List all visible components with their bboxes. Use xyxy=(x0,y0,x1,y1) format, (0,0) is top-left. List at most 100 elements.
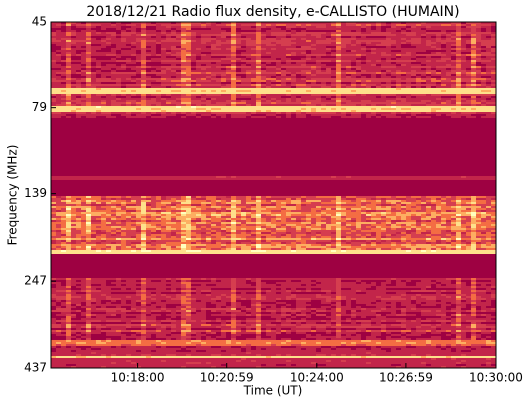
heatmap-cell xyxy=(296,62,301,64)
heatmap-cell xyxy=(61,96,66,98)
heatmap-cell xyxy=(456,116,461,118)
heatmap-cell xyxy=(316,46,321,48)
heatmap-cell xyxy=(301,30,306,32)
heatmap-cell xyxy=(136,46,141,48)
heatmap-cell xyxy=(261,92,266,94)
heatmap-cell xyxy=(321,110,326,112)
heatmap-cell xyxy=(281,110,286,112)
heatmap-cell xyxy=(416,82,421,84)
heatmap-cell xyxy=(136,34,141,36)
heatmap-cell xyxy=(201,28,206,30)
heatmap-cell xyxy=(296,96,301,98)
heatmap-cell xyxy=(331,122,336,124)
heatmap-cell xyxy=(76,30,81,32)
heatmap-cell xyxy=(316,28,321,30)
heatmap-cell xyxy=(326,118,331,120)
heatmap-cell xyxy=(361,48,366,50)
heatmap-cell xyxy=(241,132,246,134)
heatmap-cell xyxy=(111,110,116,112)
heatmap-cell xyxy=(296,124,301,126)
heatmap-cell xyxy=(316,70,321,72)
heatmap-cell xyxy=(366,132,371,134)
heatmap-cell xyxy=(161,42,166,44)
heatmap-cell xyxy=(276,126,281,128)
heatmap-cell xyxy=(201,130,206,132)
heatmap-cell xyxy=(131,70,136,72)
heatmap-cell xyxy=(391,112,396,114)
heatmap-cell xyxy=(106,56,111,58)
heatmap-cell xyxy=(316,94,321,96)
heatmap-cell xyxy=(336,28,341,30)
heatmap-cell xyxy=(136,84,141,86)
heatmap-cell xyxy=(436,130,441,132)
heatmap-cell xyxy=(451,132,456,134)
heatmap-cell xyxy=(406,100,411,102)
heatmap-cell xyxy=(51,126,56,128)
heatmap-cell xyxy=(441,38,446,40)
heatmap-cell xyxy=(336,70,341,72)
heatmap-cell xyxy=(306,80,311,82)
heatmap-cell xyxy=(176,96,181,98)
heatmap-cell xyxy=(51,108,56,110)
heatmap-cell xyxy=(301,98,306,100)
heatmap-cell xyxy=(201,98,206,100)
heatmap-cell xyxy=(221,108,226,110)
heatmap-cell xyxy=(271,76,276,78)
heatmap-cell xyxy=(146,22,151,24)
heatmap-cell xyxy=(411,54,416,56)
heatmap-cell xyxy=(151,56,156,58)
heatmap-cell xyxy=(491,62,496,64)
heatmap-cell xyxy=(436,106,441,108)
heatmap-cell xyxy=(186,56,191,58)
heatmap-cell xyxy=(261,28,266,30)
heatmap-cell xyxy=(386,56,391,58)
heatmap-cell xyxy=(366,112,371,114)
heatmap-cell xyxy=(51,92,56,94)
heatmap-cell xyxy=(81,108,86,110)
heatmap-cell xyxy=(201,116,206,118)
heatmap-cell xyxy=(116,106,121,108)
heatmap-cell xyxy=(261,94,266,96)
heatmap-cell xyxy=(281,66,286,68)
heatmap-cell xyxy=(306,110,311,112)
heatmap-cell xyxy=(226,52,231,54)
heatmap-cell xyxy=(256,26,261,28)
heatmap-cell xyxy=(311,26,316,28)
heatmap-cell xyxy=(301,54,306,56)
heatmap-cell xyxy=(156,112,161,114)
heatmap-cell xyxy=(376,86,381,88)
heatmap-cell xyxy=(141,68,146,70)
heatmap-cell xyxy=(351,128,356,130)
heatmap-cell xyxy=(391,94,396,96)
heatmap-cell xyxy=(76,108,81,110)
heatmap-cell xyxy=(191,26,196,28)
heatmap-cell xyxy=(266,128,271,130)
heatmap-cell xyxy=(256,98,261,100)
heatmap-cell xyxy=(176,90,181,92)
heatmap-cell xyxy=(366,44,371,46)
heatmap-cell xyxy=(426,68,431,70)
heatmap-cell xyxy=(341,112,346,114)
heatmap-cell xyxy=(416,132,421,134)
heatmap-cell xyxy=(296,26,301,28)
heatmap-cell xyxy=(416,50,421,52)
heatmap-cell xyxy=(156,120,161,122)
heatmap-cell xyxy=(256,102,261,104)
heatmap-cell xyxy=(181,112,186,114)
heatmap-cell xyxy=(361,54,366,56)
heatmap-cell xyxy=(51,24,56,26)
heatmap-cell xyxy=(51,102,56,104)
heatmap-cell xyxy=(356,24,361,26)
heatmap-cell xyxy=(171,88,176,90)
heatmap-cell xyxy=(196,44,201,46)
heatmap-cell xyxy=(151,52,156,54)
heatmap-cell xyxy=(371,32,376,34)
heatmap-cell xyxy=(151,116,156,118)
heatmap-cell xyxy=(261,60,266,62)
heatmap-cell xyxy=(91,54,96,56)
heatmap-cell xyxy=(456,102,461,104)
heatmap-cell xyxy=(121,128,126,130)
heatmap-cell xyxy=(451,72,456,74)
heatmap-cell xyxy=(181,120,186,122)
heatmap-cell xyxy=(131,48,136,50)
